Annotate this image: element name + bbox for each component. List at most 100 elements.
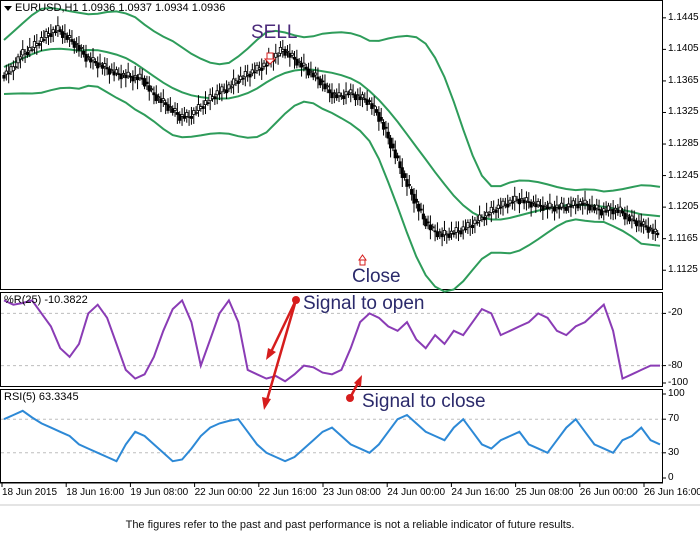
price-tick-label: 1.1205 xyxy=(668,201,699,213)
candle-body xyxy=(346,93,351,96)
price-tick-label: 1.1125 xyxy=(668,264,698,276)
candle-body xyxy=(82,50,86,55)
candle-body xyxy=(248,73,252,78)
candle-body xyxy=(545,206,550,210)
price-tick-label: 1.1365 xyxy=(668,74,699,86)
candle-body xyxy=(360,94,365,99)
candle-body xyxy=(410,188,414,195)
candle-body xyxy=(37,43,41,46)
candle-body xyxy=(56,25,60,32)
signal-open-arrows xyxy=(262,296,300,410)
close-marker-icon xyxy=(358,254,367,266)
candle-body xyxy=(304,66,308,70)
candle-body xyxy=(175,112,179,115)
candle-body xyxy=(419,208,423,211)
candle-body xyxy=(53,31,58,34)
time-label: 25 Jun 08:00 xyxy=(515,487,574,498)
candle-body xyxy=(42,39,46,41)
candle-body xyxy=(372,105,376,107)
price-tick-label: 1.1285 xyxy=(668,138,699,150)
candle-body xyxy=(201,106,205,109)
candle-body xyxy=(517,198,522,205)
wpr-line xyxy=(3,298,660,383)
candle-body xyxy=(506,203,510,208)
candle-body xyxy=(16,56,20,64)
time-label: 19 Jun 08:00 xyxy=(130,487,189,498)
candle-body xyxy=(292,56,297,60)
candle-body xyxy=(578,201,582,205)
time-label: 22 Jun 00:00 xyxy=(194,487,253,498)
candle-body xyxy=(25,51,30,56)
candle-body xyxy=(217,92,222,95)
candle-body xyxy=(164,102,168,105)
symbol-dropdown-icon xyxy=(4,5,12,11)
sell-annotation: SELL xyxy=(251,22,298,43)
time-label: 26 Jun 00:00 xyxy=(579,487,638,498)
candle-body xyxy=(602,208,606,212)
candle-body xyxy=(487,213,491,216)
candle-body xyxy=(379,117,383,121)
price-tick-label: 1.1445 xyxy=(668,11,699,23)
candle-body xyxy=(182,116,186,119)
candle-body xyxy=(224,89,229,94)
wpr-panel-frame xyxy=(0,292,663,387)
candle-body xyxy=(63,33,67,36)
candle-body xyxy=(18,56,23,60)
candle-body xyxy=(463,228,468,231)
candle-body xyxy=(386,131,390,139)
candle-body xyxy=(358,96,362,101)
main-panel-title: EURUSD,H1 1.0936 1.0937 1.0934 1.0936 xyxy=(4,2,225,14)
candle-body xyxy=(260,67,264,71)
candle-body xyxy=(180,114,184,117)
candle-body xyxy=(126,71,130,77)
candle-body xyxy=(391,143,395,149)
candle-body xyxy=(407,184,411,186)
close-annotation: Close xyxy=(352,266,401,287)
rsi-tick-label: 0 xyxy=(668,472,674,483)
candle-body xyxy=(2,75,6,79)
candle-body xyxy=(630,215,634,220)
candle-body xyxy=(173,108,177,111)
candle-body xyxy=(583,199,587,204)
time-label: 18 Jun 16:00 xyxy=(66,487,125,498)
candle-body xyxy=(337,92,341,97)
bollinger-lower-band xyxy=(3,84,661,293)
candle-body xyxy=(395,155,400,159)
candle-body xyxy=(470,224,475,229)
candle-body xyxy=(220,86,224,93)
candle-body xyxy=(599,209,604,216)
candle-body xyxy=(290,52,294,56)
candle-body xyxy=(447,233,451,238)
signal-open-annotation: Signal to open xyxy=(303,293,425,314)
candle-body xyxy=(426,221,430,224)
candle-body xyxy=(520,198,524,201)
candle-body xyxy=(49,33,53,37)
candle-body xyxy=(604,210,608,213)
candle-body xyxy=(285,50,290,53)
candle-body xyxy=(548,202,552,208)
candle-body xyxy=(335,94,339,99)
price-tick-label: 1.1245 xyxy=(668,169,699,181)
candle-body xyxy=(124,75,128,79)
candle-body xyxy=(145,81,149,85)
candle-body xyxy=(103,63,107,67)
candle-body xyxy=(543,204,547,207)
candle-body xyxy=(332,92,336,95)
candle-body xyxy=(75,43,79,45)
candle-body xyxy=(405,179,409,187)
candle-body xyxy=(381,121,386,130)
candle-body xyxy=(403,173,407,178)
candle-body xyxy=(206,102,210,105)
candle-body xyxy=(513,195,517,202)
candle-body xyxy=(365,99,369,105)
candle-body xyxy=(454,227,458,233)
candle-body xyxy=(590,204,594,207)
candle-body xyxy=(131,76,135,82)
candle-body xyxy=(309,70,313,73)
candle-body xyxy=(637,220,641,223)
candle-body xyxy=(435,231,440,238)
wpr-panel-title: %R(25) -10.3822 xyxy=(4,294,88,306)
candle-body xyxy=(105,67,109,70)
time-label: 24 Jun 16:00 xyxy=(451,487,510,498)
